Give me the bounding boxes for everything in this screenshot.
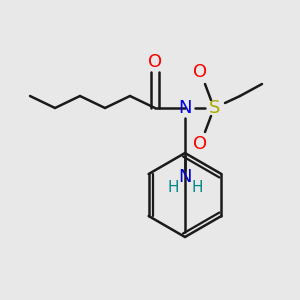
Text: N: N — [178, 168, 192, 186]
Text: H: H — [167, 179, 179, 194]
Text: O: O — [193, 63, 207, 81]
Text: O: O — [193, 135, 207, 153]
Text: O: O — [148, 53, 162, 71]
Text: S: S — [209, 99, 221, 117]
Text: H: H — [191, 179, 203, 194]
Text: N: N — [178, 99, 192, 117]
